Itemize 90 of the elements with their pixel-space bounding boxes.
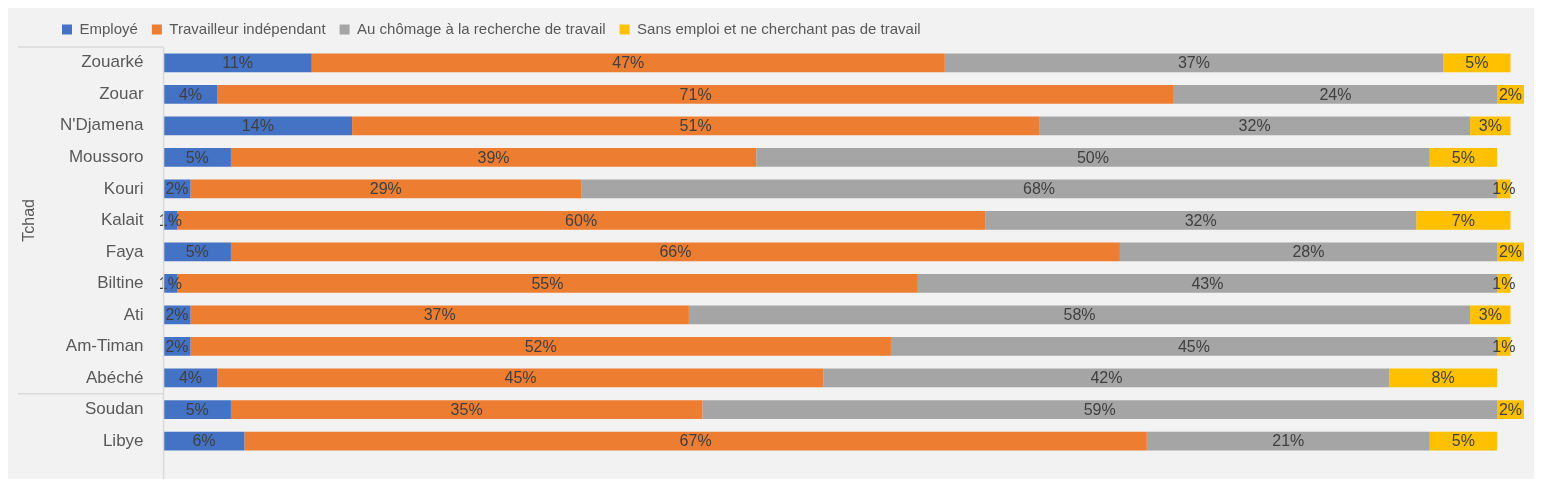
data-label: 67% — [679, 432, 712, 450]
y-tick-label: Am-Timan — [65, 336, 144, 356]
data-label: 3% — [1478, 306, 1502, 324]
data-label: 59% — [1083, 400, 1116, 418]
y-tick-label: Biltine — [97, 273, 144, 293]
bar — [163, 53, 312, 73]
y-tick-label: Kalait — [101, 210, 144, 230]
y-tick-label: Abéché — [85, 367, 144, 387]
bar — [823, 368, 1390, 388]
data-label: 68% — [1023, 180, 1056, 198]
bar — [688, 305, 1471, 325]
bar — [1119, 242, 1498, 262]
data-label: 5% — [1451, 148, 1475, 166]
data-label: 37% — [423, 306, 456, 324]
data-label: 43% — [1191, 274, 1224, 292]
bar — [230, 147, 757, 167]
data-label: 2% — [1498, 400, 1523, 418]
bar — [1039, 116, 1471, 136]
data-label: 51% — [679, 117, 712, 135]
y-tick-label: Ati — [123, 304, 144, 324]
data-label: 32% — [1184, 211, 1217, 229]
bar — [163, 116, 353, 136]
bar — [311, 53, 945, 73]
data-label: 21% — [1272, 432, 1305, 450]
data-label: 2% — [165, 180, 189, 198]
bar — [985, 211, 1417, 230]
data-label: 47% — [612, 54, 645, 72]
bar — [230, 242, 1120, 262]
data-label: 4% — [178, 85, 203, 103]
y-tick-label: N'Djamena — [59, 115, 145, 135]
data-label: 37% — [1177, 54, 1211, 72]
data-label: 2% — [165, 337, 189, 355]
bar — [1146, 431, 1430, 451]
y-tick-label: Zouarké — [81, 52, 144, 72]
data-label: 45% — [1177, 337, 1211, 355]
data-label: 8% — [1431, 369, 1455, 387]
data-label: 50% — [1076, 148, 1109, 166]
data-label: 2% — [165, 306, 189, 324]
data-label: 45% — [504, 369, 537, 387]
bar — [1416, 211, 1511, 230]
data-label: 5% — [185, 400, 209, 418]
y-tick-label: Moussoro — [68, 147, 144, 167]
data-label: 66% — [659, 243, 692, 261]
bar — [230, 400, 703, 419]
legend-label: Travailleur indépendant — [169, 19, 327, 37]
bar — [190, 337, 891, 356]
bar — [217, 368, 824, 388]
data-label: 4% — [178, 369, 203, 387]
bar — [190, 179, 582, 199]
bar — [1173, 84, 1498, 104]
y-axis-title: Tchad — [20, 199, 38, 242]
bar — [1443, 53, 1511, 73]
y-tick-label: Zouar — [99, 83, 144, 103]
data-label: 5% — [185, 148, 209, 166]
data-label: 14% — [241, 117, 274, 135]
bar — [244, 431, 1147, 451]
legend-label: Au chômage à la recherche de travail — [357, 19, 606, 37]
data-label: 5% — [1451, 432, 1475, 450]
data-label: 5% — [1465, 54, 1489, 72]
bar — [352, 116, 1040, 136]
data-label: 2% — [1498, 85, 1523, 103]
data-label: 35% — [450, 400, 483, 418]
data-label: 2% — [1498, 243, 1523, 261]
y-tick-label: Libye — [102, 430, 144, 450]
data-label: 24% — [1319, 85, 1352, 103]
bar — [190, 305, 689, 325]
bar — [756, 147, 1430, 167]
data-label: 29% — [369, 180, 402, 198]
legend-label: Sans emploi et ne cherchant pas de travail — [637, 19, 921, 37]
data-label: 3% — [1478, 117, 1502, 135]
data-label: 60% — [565, 211, 598, 229]
data-label: 32% — [1238, 117, 1271, 135]
data-label: 5% — [185, 243, 209, 261]
data-label: 52% — [524, 337, 557, 355]
data-label: 7% — [1451, 211, 1475, 229]
y-tick-label: Soudan — [84, 399, 144, 419]
y-tick-label: Kouri — [103, 178, 144, 198]
y-tick-label: Faya — [105, 241, 145, 261]
data-label: 11% — [222, 54, 254, 72]
bar — [217, 84, 1174, 104]
bar — [702, 400, 1498, 419]
data-label: 39% — [477, 148, 510, 166]
data-label: 55% — [531, 274, 564, 292]
legend-label: Employé — [79, 19, 138, 37]
data-label: 42% — [1090, 369, 1123, 387]
data-label: 71% — [679, 85, 712, 103]
bar — [944, 53, 1444, 73]
data-label: 6% — [192, 432, 216, 450]
data-label: 28% — [1292, 243, 1325, 261]
data-label: 58% — [1063, 306, 1096, 324]
